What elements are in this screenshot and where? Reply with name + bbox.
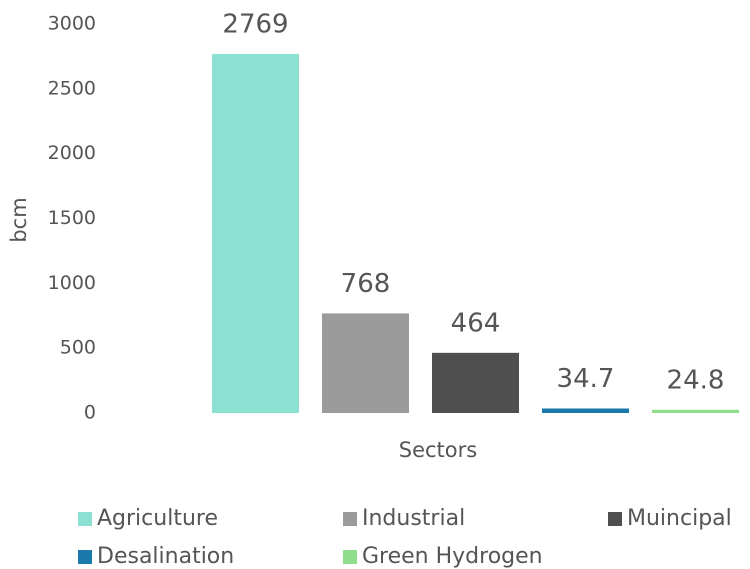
legend-label: Muincipal (627, 506, 732, 531)
legend-swatch (78, 550, 92, 564)
legend-swatch (343, 550, 357, 564)
bar (322, 313, 409, 413)
bar (542, 408, 629, 413)
legend-label: Green Hydrogen (362, 544, 543, 569)
y-tick-label: 2000 (48, 142, 96, 164)
value-label: 2769 (222, 9, 288, 39)
value-label: 768 (341, 269, 391, 299)
y-tick-label: 2500 (48, 77, 96, 99)
legend-swatch (608, 512, 622, 526)
legend-label: Desalination (97, 544, 234, 569)
legend-label: Agriculture (97, 506, 218, 531)
bar (652, 409, 739, 413)
y-tick-label: 0 (84, 402, 96, 424)
value-label: 464 (451, 308, 501, 338)
legend-swatch (78, 512, 92, 526)
bar (212, 53, 299, 413)
bar (432, 352, 519, 413)
y-axis-label: bcm (7, 197, 31, 242)
value-label: 24.8 (667, 365, 725, 395)
y-tick-label: 1000 (48, 272, 96, 294)
legend-swatch (343, 512, 357, 526)
x-axis-label: Sectors (399, 438, 477, 462)
legend-label: Industrial (362, 506, 465, 531)
y-tick-label: 500 (60, 337, 96, 359)
value-label: 34.7 (557, 364, 615, 394)
y-tick-label: 3000 (48, 13, 96, 35)
y-tick-label: 1500 (48, 207, 96, 229)
